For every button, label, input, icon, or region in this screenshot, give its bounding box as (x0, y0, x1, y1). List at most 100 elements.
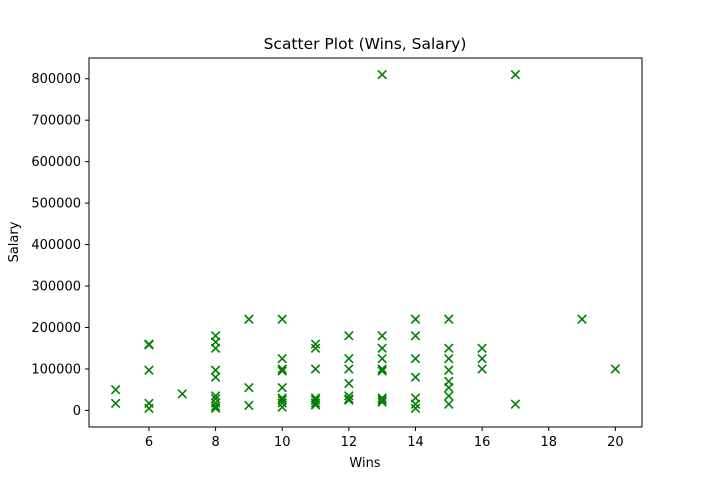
data-point-stroke (477, 343, 487, 353)
data-point (344, 391, 354, 401)
data-point (110, 384, 121, 395)
data-point-stroke (410, 399, 421, 409)
data-point-stroke (377, 393, 387, 403)
data-point-stroke (377, 343, 387, 353)
data-point (444, 391, 454, 401)
data-point-stroke (410, 353, 421, 364)
data-point-stroke (410, 314, 421, 324)
x-ticks: 6 8 10 12 14 16 18 20 (145, 427, 624, 450)
data-point-stroke (410, 331, 421, 341)
data-point-stroke (310, 343, 321, 353)
data-point (177, 389, 188, 399)
data-point-stroke (210, 391, 221, 401)
x-axis-label: Wins (349, 456, 380, 471)
data-point (477, 364, 487, 374)
y-tick-label: 400000 (31, 238, 81, 253)
data-point (444, 365, 454, 375)
data-point (244, 314, 254, 324)
data-point (510, 399, 521, 409)
y-tick-label: 500000 (31, 197, 81, 212)
data-point-stroke (244, 400, 254, 411)
data-point (410, 372, 421, 383)
x-tick-label: 10 (274, 435, 291, 450)
data-point-stroke (410, 403, 421, 414)
data-point (477, 353, 487, 364)
data-point (210, 403, 221, 414)
data-point-stroke (277, 395, 287, 405)
chart-title: Scatter Plot (Wins, Salary) (264, 35, 467, 53)
y-ticks: 0 100000 200000 300000 400000 500000 600000 700… (31, 72, 89, 419)
data-point (577, 314, 587, 324)
data-point-stroke (510, 69, 521, 80)
data-point-stroke (144, 365, 154, 375)
data-point (210, 343, 221, 353)
data-point (210, 391, 221, 401)
data-point-stroke (444, 353, 454, 364)
data-point-stroke (210, 401, 221, 412)
data-point-stroke (310, 364, 321, 374)
data-point-stroke (444, 314, 454, 324)
y-tick-label: 100000 (31, 362, 81, 377)
data-point-stroke (410, 372, 421, 383)
data-point (210, 401, 221, 412)
data-point-stroke (144, 403, 154, 414)
data-point-stroke (477, 364, 487, 374)
y-tick-label: 600000 (31, 155, 81, 170)
data-point-stroke (577, 314, 587, 324)
data-point (344, 331, 354, 341)
data-point-stroke (210, 372, 221, 383)
y-tick-label: 0 (73, 404, 81, 419)
data-point-stroke (310, 398, 321, 408)
data-point (610, 364, 621, 374)
data-point-stroke (244, 382, 254, 393)
data-point-stroke (344, 395, 354, 405)
data-point (144, 340, 154, 350)
data-point-stroke (444, 382, 454, 393)
data-point (244, 382, 254, 393)
data-point (277, 353, 287, 364)
data-point (410, 403, 421, 414)
data-point (144, 403, 154, 414)
data-point-stroke (277, 402, 287, 412)
data-point-stroke (210, 365, 221, 375)
data-point (410, 314, 421, 324)
data-point (444, 382, 454, 393)
data-point-stroke (344, 364, 354, 374)
data-point-stroke (344, 353, 354, 364)
data-point-stroke (310, 400, 321, 410)
data-point (277, 382, 287, 393)
data-point (277, 314, 287, 324)
x-tick-label: 14 (407, 435, 424, 450)
data-point-stroke (110, 398, 121, 409)
data-point-stroke (210, 343, 221, 353)
data-point (377, 331, 387, 341)
data-point-stroke (277, 382, 287, 393)
data-point (344, 394, 354, 404)
data-point (377, 69, 387, 80)
data-point-stroke (277, 314, 287, 324)
data-point (310, 339, 321, 349)
data-point-stroke (477, 353, 487, 364)
data-point-stroke (344, 391, 354, 401)
plot-frame (88, 57, 643, 428)
data-point-stroke (377, 69, 387, 80)
data-point-stroke (144, 340, 154, 350)
data-point (110, 398, 121, 409)
data-point (144, 365, 154, 375)
data-point (210, 365, 221, 375)
x-tick-label: 20 (607, 435, 624, 450)
data-point (444, 399, 454, 409)
x-tick-label: 18 (540, 435, 557, 450)
data-point (377, 343, 387, 353)
data-point-stroke (444, 391, 454, 401)
data-point-stroke (210, 394, 221, 404)
x-tick-label: 8 (211, 435, 219, 450)
data-point-stroke (277, 398, 287, 408)
data-point-stroke (377, 395, 387, 405)
data-point (377, 366, 387, 376)
data-point-stroke (210, 403, 221, 414)
data-point-stroke (344, 331, 354, 341)
data-point-stroke (377, 331, 387, 341)
